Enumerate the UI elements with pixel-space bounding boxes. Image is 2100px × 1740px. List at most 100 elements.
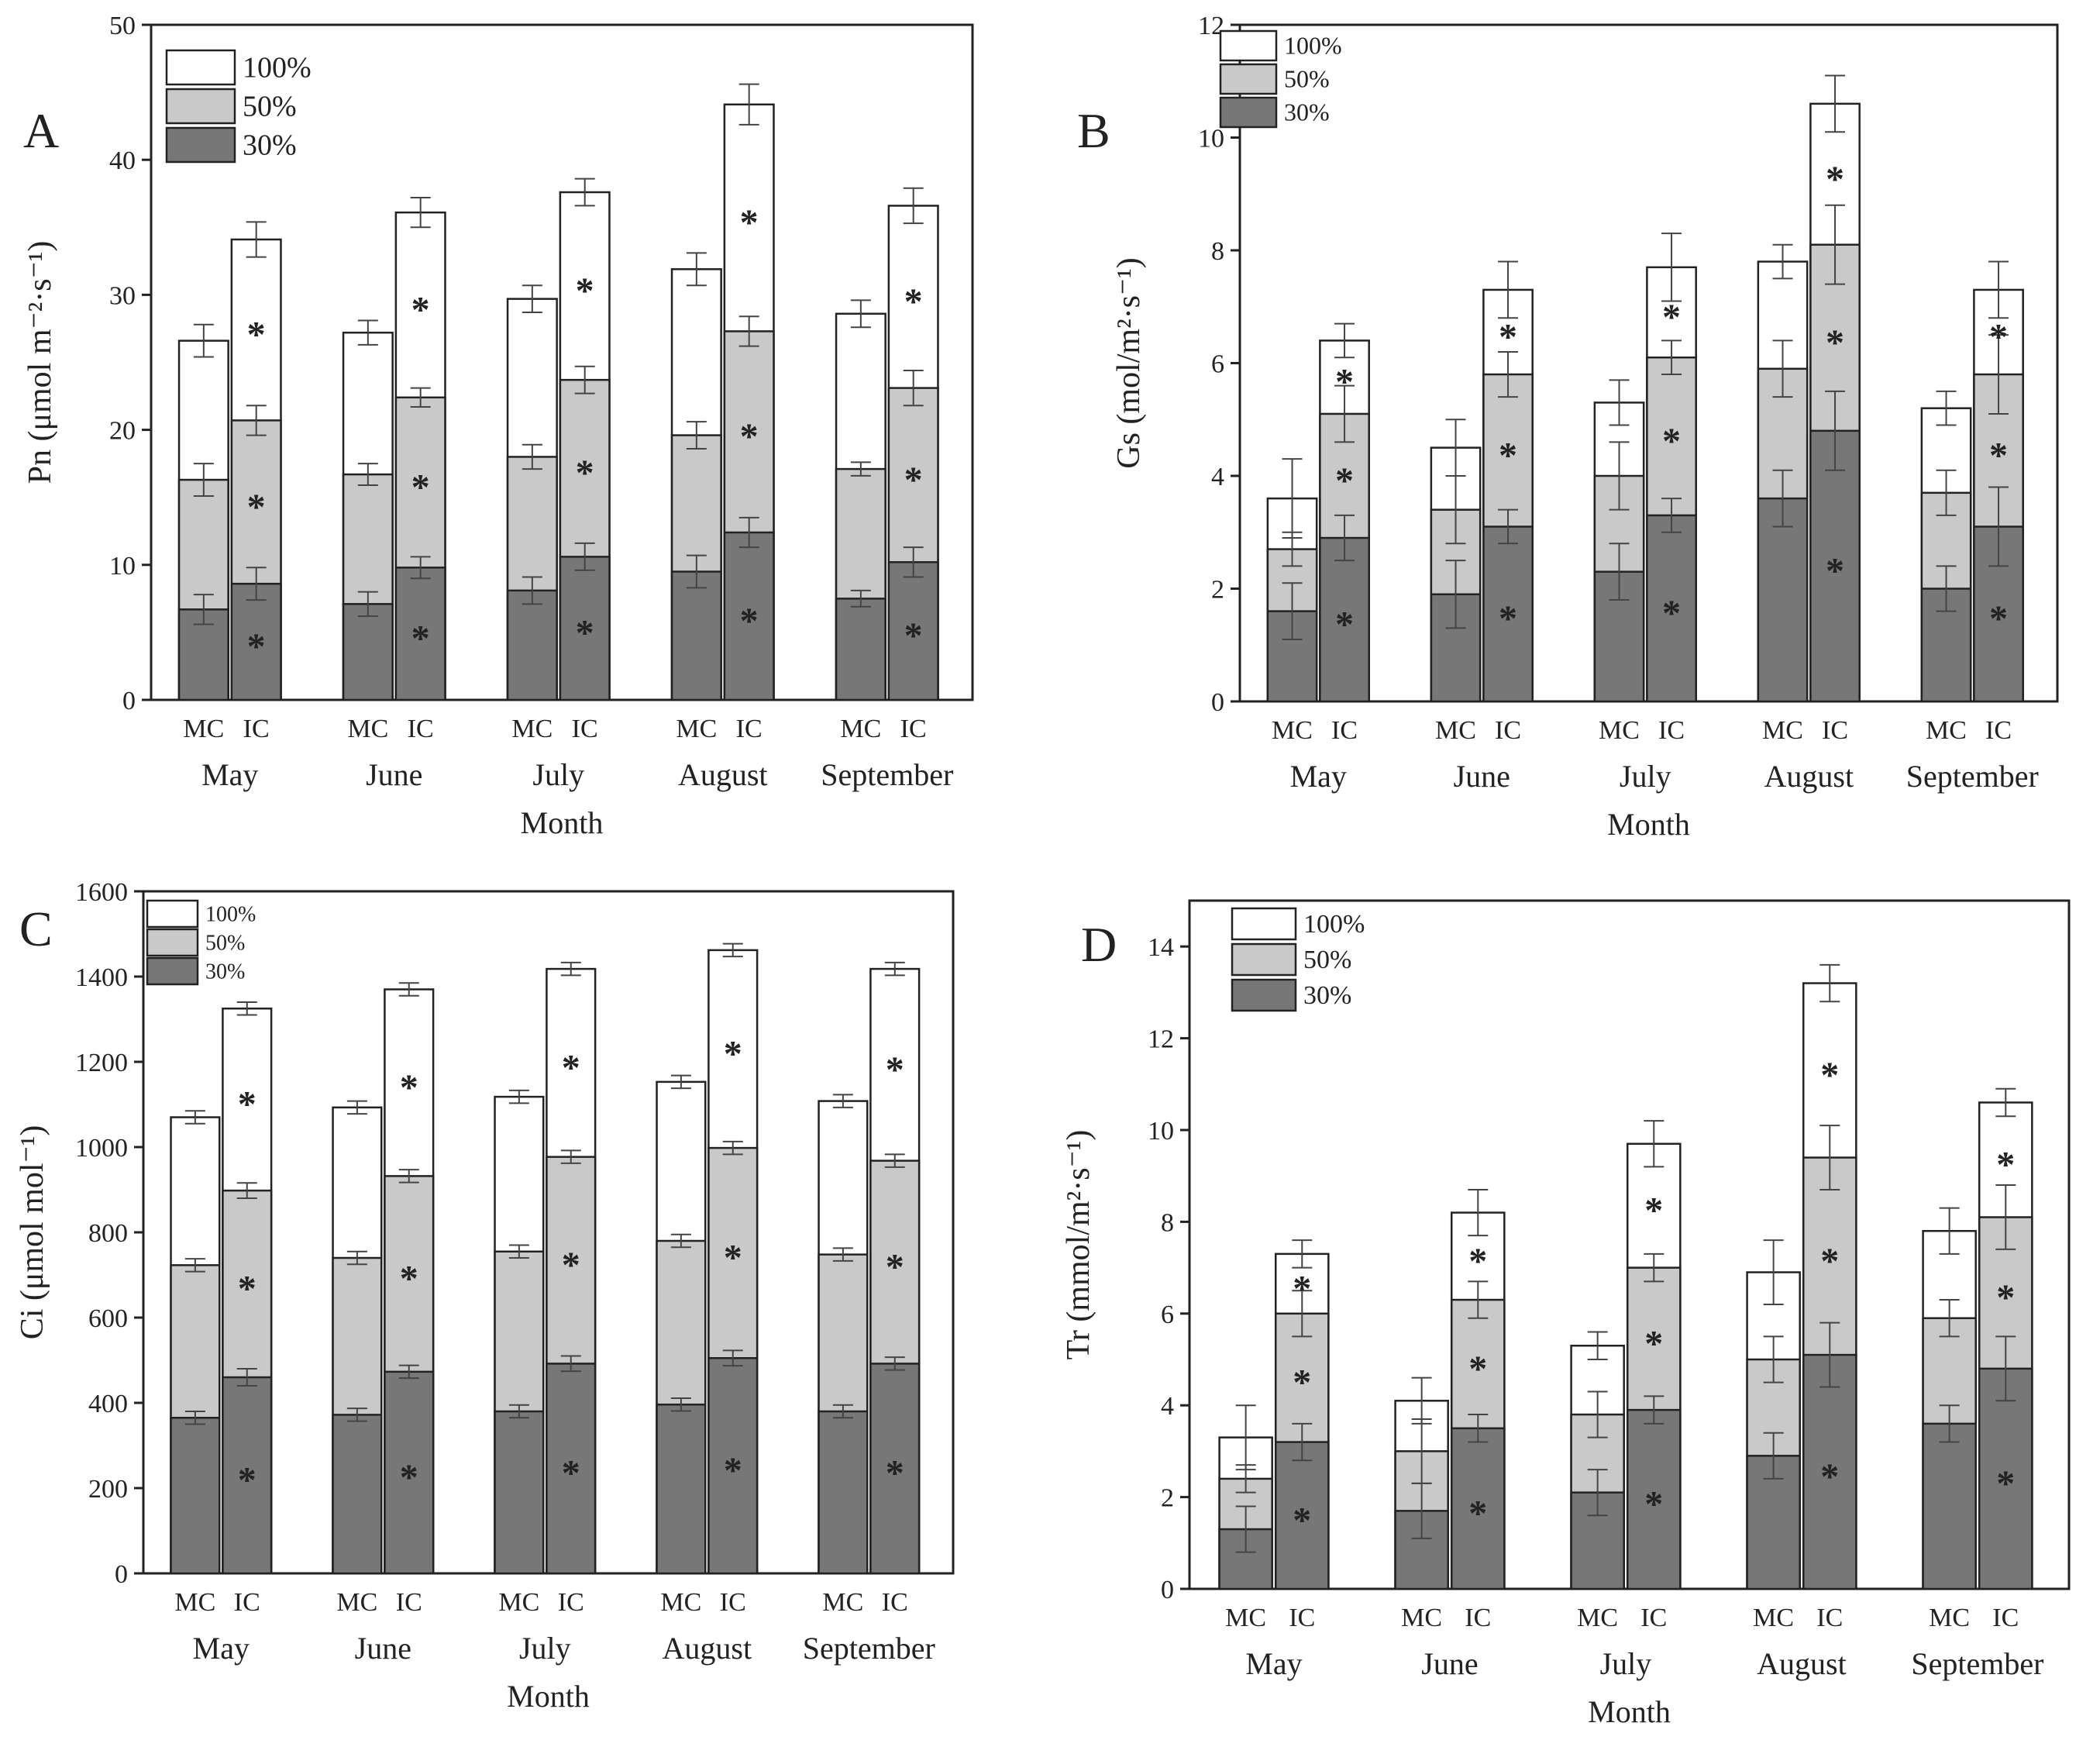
significance-star: * (1662, 593, 1681, 634)
bar-MC-30% (835, 598, 886, 701)
bar-IC-30% (384, 1370, 435, 1575)
treatment-label: IC (1495, 716, 1521, 745)
month-label: May (1245, 1646, 1302, 1681)
bar-MC-30% (670, 570, 722, 701)
significance-star: * (400, 1259, 418, 1300)
significance-star: * (1989, 598, 2008, 639)
treatment-label: IC (1465, 1604, 1491, 1632)
significance-star: * (1989, 316, 2008, 357)
y-tick-label: 10 (1198, 125, 1224, 153)
treatment-label: MC (498, 1588, 539, 1617)
legend-swatch-50% (165, 88, 236, 125)
y-tick-label: 8 (1161, 1208, 1174, 1237)
significance-star: * (1335, 460, 1354, 501)
treatment-label: MC (660, 1588, 701, 1617)
month-label: July (1600, 1646, 1652, 1681)
month-label: September (803, 1631, 935, 1666)
treatment-label: IC (243, 715, 270, 743)
y-tick-label: 12 (1148, 1025, 1174, 1054)
significance-star: * (411, 467, 430, 508)
legend: 100% 50% 30% (146, 899, 256, 986)
bar-IC-30% (1978, 1367, 2033, 1590)
month-label: August (1757, 1646, 1847, 1681)
treatment-label: MC (1926, 716, 1967, 745)
legend-swatch-50% (1231, 942, 1297, 977)
month-label: September (1906, 759, 2039, 794)
bar-IC-30% (1626, 1408, 1682, 1590)
panel-letter: B (1077, 103, 1110, 158)
significance-star: * (247, 626, 266, 667)
y-tick-label: 200 (88, 1475, 128, 1504)
y-tick-label: 40 (109, 146, 136, 175)
panel-letter: D (1081, 917, 1117, 972)
y-tick-label: 4 (1161, 1392, 1174, 1421)
significance-star: * (1335, 605, 1354, 646)
legend-label: 100% (1284, 32, 1342, 60)
treatment-label: IC (1640, 1604, 1667, 1632)
legend-swatch-100% (1231, 907, 1297, 941)
bar-MC-30% (170, 1417, 221, 1575)
y-tick-label: 0 (115, 1560, 128, 1589)
treatment-label: MC (511, 715, 553, 743)
significance-star: * (1820, 1241, 1839, 1282)
treatment-label: IC (234, 1588, 260, 1617)
treatment-label: IC (900, 715, 927, 743)
legend: 100% 50% 30% (1231, 907, 1365, 1012)
bar-MC-30% (818, 1410, 869, 1575)
significance-star: * (1499, 435, 1517, 476)
significance-star: * (886, 1453, 904, 1494)
bar-IC-30% (559, 556, 611, 701)
treatment-label: MC (1401, 1604, 1442, 1632)
bar-IC-30% (230, 582, 282, 701)
treatment-label: MC (676, 715, 717, 743)
significance-star: * (238, 1460, 256, 1501)
treatment-label: IC (1992, 1604, 2019, 1632)
treatment-label: IC (720, 1588, 746, 1617)
significance-star: * (411, 289, 430, 330)
significance-star: * (238, 1084, 256, 1125)
month-label: June (366, 757, 422, 792)
panel-A: 0 10 20 30 40 50 Pn (μmol m⁻²·s⁻¹) A MC IC * * * May M… (22, 12, 974, 840)
legend-swatch-50% (1219, 63, 1278, 95)
month-label: July (519, 1631, 571, 1666)
significance-star: * (1662, 421, 1681, 462)
y-tick-label: 8 (1211, 237, 1224, 266)
legend-swatch-30% (1231, 978, 1297, 1012)
bar-IC-30% (869, 1363, 921, 1575)
significance-star: * (562, 1245, 580, 1286)
treatment-label: MC (336, 1588, 377, 1617)
y-tick-label: 0 (122, 687, 136, 715)
y-axis-title: Ci (μmol mol⁻¹) (15, 1125, 50, 1340)
y-tick-label: 6 (1211, 350, 1224, 379)
panel-letter: C (19, 901, 53, 956)
legend-label: 50% (1303, 946, 1351, 974)
bar-MC-30% (656, 1403, 707, 1575)
panel-C: 0 200 400 600 800 1000 1200 1400 1600 Ci (μmol mo… (15, 878, 955, 1714)
y-tick-label: 1600 (75, 878, 128, 907)
significance-star: * (238, 1269, 256, 1310)
y-tick-label: 14 (1148, 933, 1174, 962)
significance-star: * (247, 315, 266, 356)
significance-star: * (724, 1238, 742, 1279)
legend-label: 50% (1284, 65, 1330, 93)
bar-IC-30% (1646, 514, 1697, 703)
legend-swatch-100% (1219, 29, 1278, 62)
treatment-label: MC (1225, 1604, 1266, 1632)
month-label: September (821, 757, 953, 792)
legend-label: 30% (205, 960, 245, 984)
significance-star: * (562, 1047, 580, 1088)
treatment-label: IC (1289, 1604, 1315, 1632)
treatment-label: MC (1272, 716, 1313, 745)
legend-label: 30% (1284, 98, 1330, 126)
x-axis-title: Month (507, 1679, 590, 1714)
legend-swatch-100% (146, 899, 199, 929)
significance-star: * (904, 615, 923, 656)
month-label: May (201, 757, 258, 792)
significance-star: * (1820, 1456, 1839, 1497)
significance-star: * (1989, 435, 2008, 476)
legend-label: 50% (243, 90, 297, 122)
significance-star: * (1820, 1055, 1839, 1096)
treatment-label: IC (882, 1588, 908, 1617)
significance-star: * (1826, 322, 1844, 364)
treatment-label: IC (1985, 716, 2012, 745)
